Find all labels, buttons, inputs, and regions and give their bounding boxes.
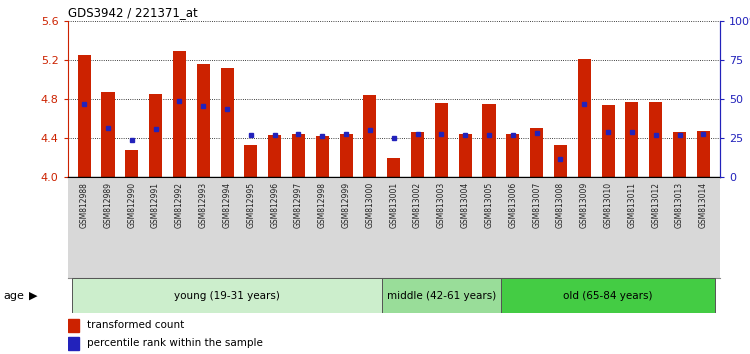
Text: GSM813003: GSM813003 bbox=[437, 182, 446, 228]
Text: GSM812989: GSM812989 bbox=[104, 182, 112, 228]
Bar bbox=[101, 92, 115, 177]
Bar bbox=[196, 64, 210, 177]
Text: GDS3942 / 221371_at: GDS3942 / 221371_at bbox=[68, 6, 197, 19]
Bar bbox=[459, 134, 472, 177]
Bar bbox=[530, 128, 543, 177]
Text: GSM813013: GSM813013 bbox=[675, 182, 684, 228]
Bar bbox=[482, 104, 496, 177]
Bar bbox=[673, 132, 686, 177]
Bar bbox=[125, 150, 138, 177]
Text: GSM813001: GSM813001 bbox=[389, 182, 398, 228]
Text: ▶: ▶ bbox=[28, 291, 37, 301]
Text: GSM813002: GSM813002 bbox=[413, 182, 422, 228]
Bar bbox=[68, 319, 80, 332]
Text: middle (42-61 years): middle (42-61 years) bbox=[387, 291, 496, 301]
Text: GSM812988: GSM812988 bbox=[80, 182, 88, 228]
Text: old (65-84 years): old (65-84 years) bbox=[563, 291, 652, 301]
Text: GSM813014: GSM813014 bbox=[699, 182, 708, 228]
Text: GSM812993: GSM812993 bbox=[199, 182, 208, 228]
Bar bbox=[554, 145, 567, 177]
Text: GSM813011: GSM813011 bbox=[628, 182, 637, 228]
Text: transformed count: transformed count bbox=[87, 320, 184, 330]
Text: GSM812999: GSM812999 bbox=[341, 182, 350, 228]
Bar bbox=[340, 134, 352, 177]
Text: GSM813008: GSM813008 bbox=[556, 182, 565, 228]
Bar bbox=[650, 102, 662, 177]
Bar bbox=[411, 132, 424, 177]
Text: age: age bbox=[4, 291, 25, 301]
Text: GSM813005: GSM813005 bbox=[484, 182, 494, 228]
Bar bbox=[697, 131, 710, 177]
Text: GSM812997: GSM812997 bbox=[294, 182, 303, 228]
Bar bbox=[72, 278, 382, 313]
Bar bbox=[382, 278, 501, 313]
Bar bbox=[626, 102, 638, 177]
Bar bbox=[68, 337, 80, 350]
Bar bbox=[173, 51, 186, 177]
Text: GSM813012: GSM813012 bbox=[651, 182, 660, 228]
Bar bbox=[501, 278, 716, 313]
Text: GSM813000: GSM813000 bbox=[365, 182, 374, 228]
Text: GSM812994: GSM812994 bbox=[223, 182, 232, 228]
Bar bbox=[387, 158, 400, 177]
Bar bbox=[316, 136, 328, 177]
Bar bbox=[578, 59, 591, 177]
Bar bbox=[149, 94, 162, 177]
Text: GSM812990: GSM812990 bbox=[128, 182, 136, 228]
Text: GSM813006: GSM813006 bbox=[509, 182, 518, 228]
Bar bbox=[506, 134, 519, 177]
Text: GSM813010: GSM813010 bbox=[604, 182, 613, 228]
Text: GSM812996: GSM812996 bbox=[270, 182, 279, 228]
Text: GSM812998: GSM812998 bbox=[318, 182, 327, 228]
Text: GSM812995: GSM812995 bbox=[246, 182, 255, 228]
Bar bbox=[268, 135, 281, 177]
Bar bbox=[602, 105, 614, 177]
Bar bbox=[364, 95, 376, 177]
Bar bbox=[435, 103, 448, 177]
Text: GSM813009: GSM813009 bbox=[580, 182, 589, 228]
Text: GSM813007: GSM813007 bbox=[532, 182, 542, 228]
Bar bbox=[77, 55, 91, 177]
Text: percentile rank within the sample: percentile rank within the sample bbox=[87, 338, 263, 348]
Text: GSM812992: GSM812992 bbox=[175, 182, 184, 228]
Bar bbox=[244, 145, 257, 177]
Bar bbox=[292, 134, 305, 177]
Text: young (19-31 years): young (19-31 years) bbox=[174, 291, 280, 301]
Text: GSM812991: GSM812991 bbox=[151, 182, 160, 228]
Text: GSM813004: GSM813004 bbox=[460, 182, 470, 228]
Bar bbox=[220, 68, 233, 177]
